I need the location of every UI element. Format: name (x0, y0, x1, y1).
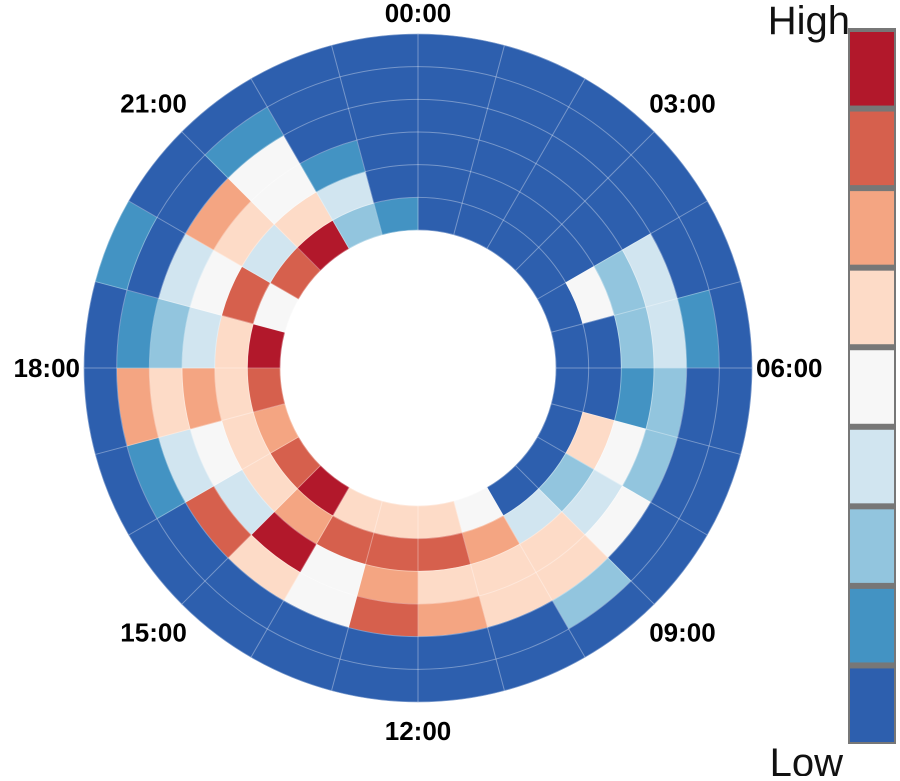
colorbar-swatch (850, 350, 894, 424)
sector-gridline (95, 281, 285, 333)
angular-tick-label: 18:00 (14, 353, 81, 383)
sector-gridline (95, 403, 285, 455)
colorbar-swatch (850, 270, 894, 345)
sector-gridline (181, 131, 321, 271)
ring-gridline (279, 229, 557, 507)
colorbar-swatch (850, 509, 894, 583)
sector-gridline (181, 465, 321, 605)
colorbar-swatch (850, 32, 894, 106)
sector-gridline (250, 487, 350, 658)
angular-tick-label: 00:00 (385, 0, 452, 28)
sector-gridline (537, 200, 708, 300)
colorbar-swatch (850, 588, 894, 663)
sector-gridline (551, 403, 741, 455)
colorbar (848, 28, 896, 744)
colorbar-swatch (850, 111, 894, 186)
colorbar-swatch (850, 429, 894, 504)
sector-gridline (128, 200, 299, 300)
colorbar-high-label: High (768, 0, 850, 43)
heatmap-gridlines (83, 33, 753, 703)
heatmap-cell (331, 33, 419, 78)
colorbar-swatch (850, 191, 894, 265)
ring-gridline (116, 66, 720, 670)
heatmap-cells (83, 33, 753, 703)
angular-tick-label: 15:00 (120, 617, 187, 647)
sector-gridline (331, 501, 383, 691)
ring-gridline (246, 196, 590, 540)
sector-gridline (250, 78, 350, 249)
sector-gridline (551, 281, 741, 333)
angular-tick-label: 06:00 (756, 353, 823, 383)
ring-gridline (83, 33, 753, 703)
ring-gridline (181, 131, 655, 605)
sector-gridline (515, 465, 655, 605)
angular-tick-label: 09:00 (649, 617, 716, 647)
angular-tick-label: 12:00 (385, 716, 452, 746)
colorbar-swatch (850, 668, 894, 742)
sector-gridline (331, 45, 383, 235)
sector-gridline (515, 131, 655, 271)
angular-tick-labels: 00:00 03:00 06:00 09:00 12:00 15:00 18:00 21:00 (14, 0, 823, 746)
ring-gridline (214, 164, 622, 572)
angular-tick-label: 21:00 (120, 89, 187, 119)
ring-gridline (148, 98, 688, 638)
sector-gridline (453, 45, 505, 235)
angular-tick-label: 03:00 (649, 89, 716, 119)
sector-gridline (128, 436, 299, 536)
sector-gridline (537, 436, 708, 536)
sector-gridline (453, 501, 505, 691)
sector-gridline (486, 78, 586, 249)
colorbar-low-label: Low (770, 741, 843, 776)
sector-gridline (486, 487, 586, 658)
